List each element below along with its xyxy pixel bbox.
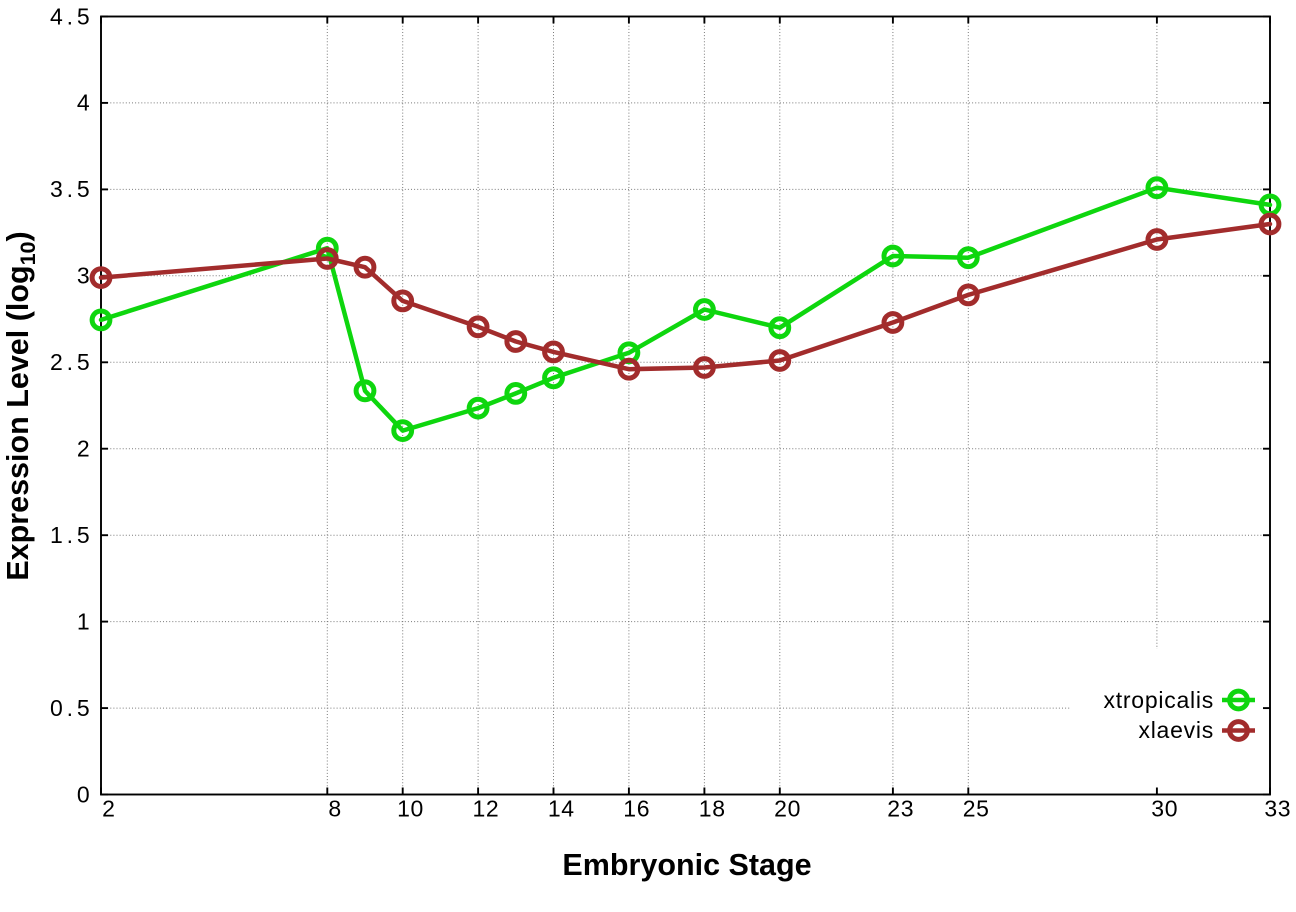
- svg-text:2: 2: [774, 796, 787, 822]
- svg-text:xtropicalis: xtropicalis: [1103, 687, 1214, 713]
- svg-text:1: 1: [50, 522, 63, 548]
- svg-text:3: 3: [77, 263, 90, 289]
- svg-text:3: 3: [1264, 796, 1277, 822]
- svg-text:.: .: [67, 695, 73, 721]
- svg-text:2: 2: [77, 436, 90, 462]
- svg-text:8: 8: [328, 796, 341, 822]
- svg-text:.: .: [67, 3, 73, 29]
- svg-text:.: .: [67, 176, 73, 202]
- svg-text:4: 4: [77, 90, 90, 116]
- svg-text:Expression Level (log10): Expression Level (log10): [1, 231, 40, 580]
- svg-text:5: 5: [77, 522, 90, 548]
- svg-text:0: 0: [1165, 796, 1178, 822]
- svg-text:0: 0: [411, 796, 424, 822]
- svg-text:2: 2: [102, 796, 115, 822]
- svg-text:3: 3: [1278, 796, 1291, 822]
- svg-text:1: 1: [623, 796, 636, 822]
- svg-text:0: 0: [788, 796, 801, 822]
- svg-text:2: 2: [963, 796, 976, 822]
- svg-text:2: 2: [887, 796, 900, 822]
- svg-text:3: 3: [901, 796, 914, 822]
- svg-text:5: 5: [77, 349, 90, 375]
- svg-text:8: 8: [712, 796, 725, 822]
- svg-text:2: 2: [486, 796, 499, 822]
- svg-text:4: 4: [50, 3, 63, 29]
- svg-text:xlaevis: xlaevis: [1138, 717, 1214, 743]
- svg-text:1: 1: [548, 796, 561, 822]
- svg-text:5: 5: [976, 796, 989, 822]
- svg-text:Embryonic Stage: Embryonic Stage: [562, 848, 811, 882]
- svg-text:1: 1: [473, 796, 486, 822]
- svg-text:5: 5: [77, 3, 90, 29]
- svg-text:4: 4: [561, 796, 574, 822]
- svg-text:1: 1: [699, 796, 712, 822]
- svg-text:.: .: [67, 522, 73, 548]
- svg-text:0: 0: [50, 695, 63, 721]
- svg-text:0: 0: [77, 781, 90, 807]
- svg-text:5: 5: [77, 176, 90, 202]
- svg-text:1: 1: [77, 608, 90, 634]
- svg-text:.: .: [67, 349, 73, 375]
- svg-text:1: 1: [397, 796, 410, 822]
- svg-text:3: 3: [1151, 796, 1164, 822]
- svg-text:2: 2: [50, 349, 63, 375]
- svg-text:6: 6: [637, 796, 650, 822]
- svg-text:3: 3: [50, 176, 63, 202]
- svg-text:5: 5: [77, 695, 90, 721]
